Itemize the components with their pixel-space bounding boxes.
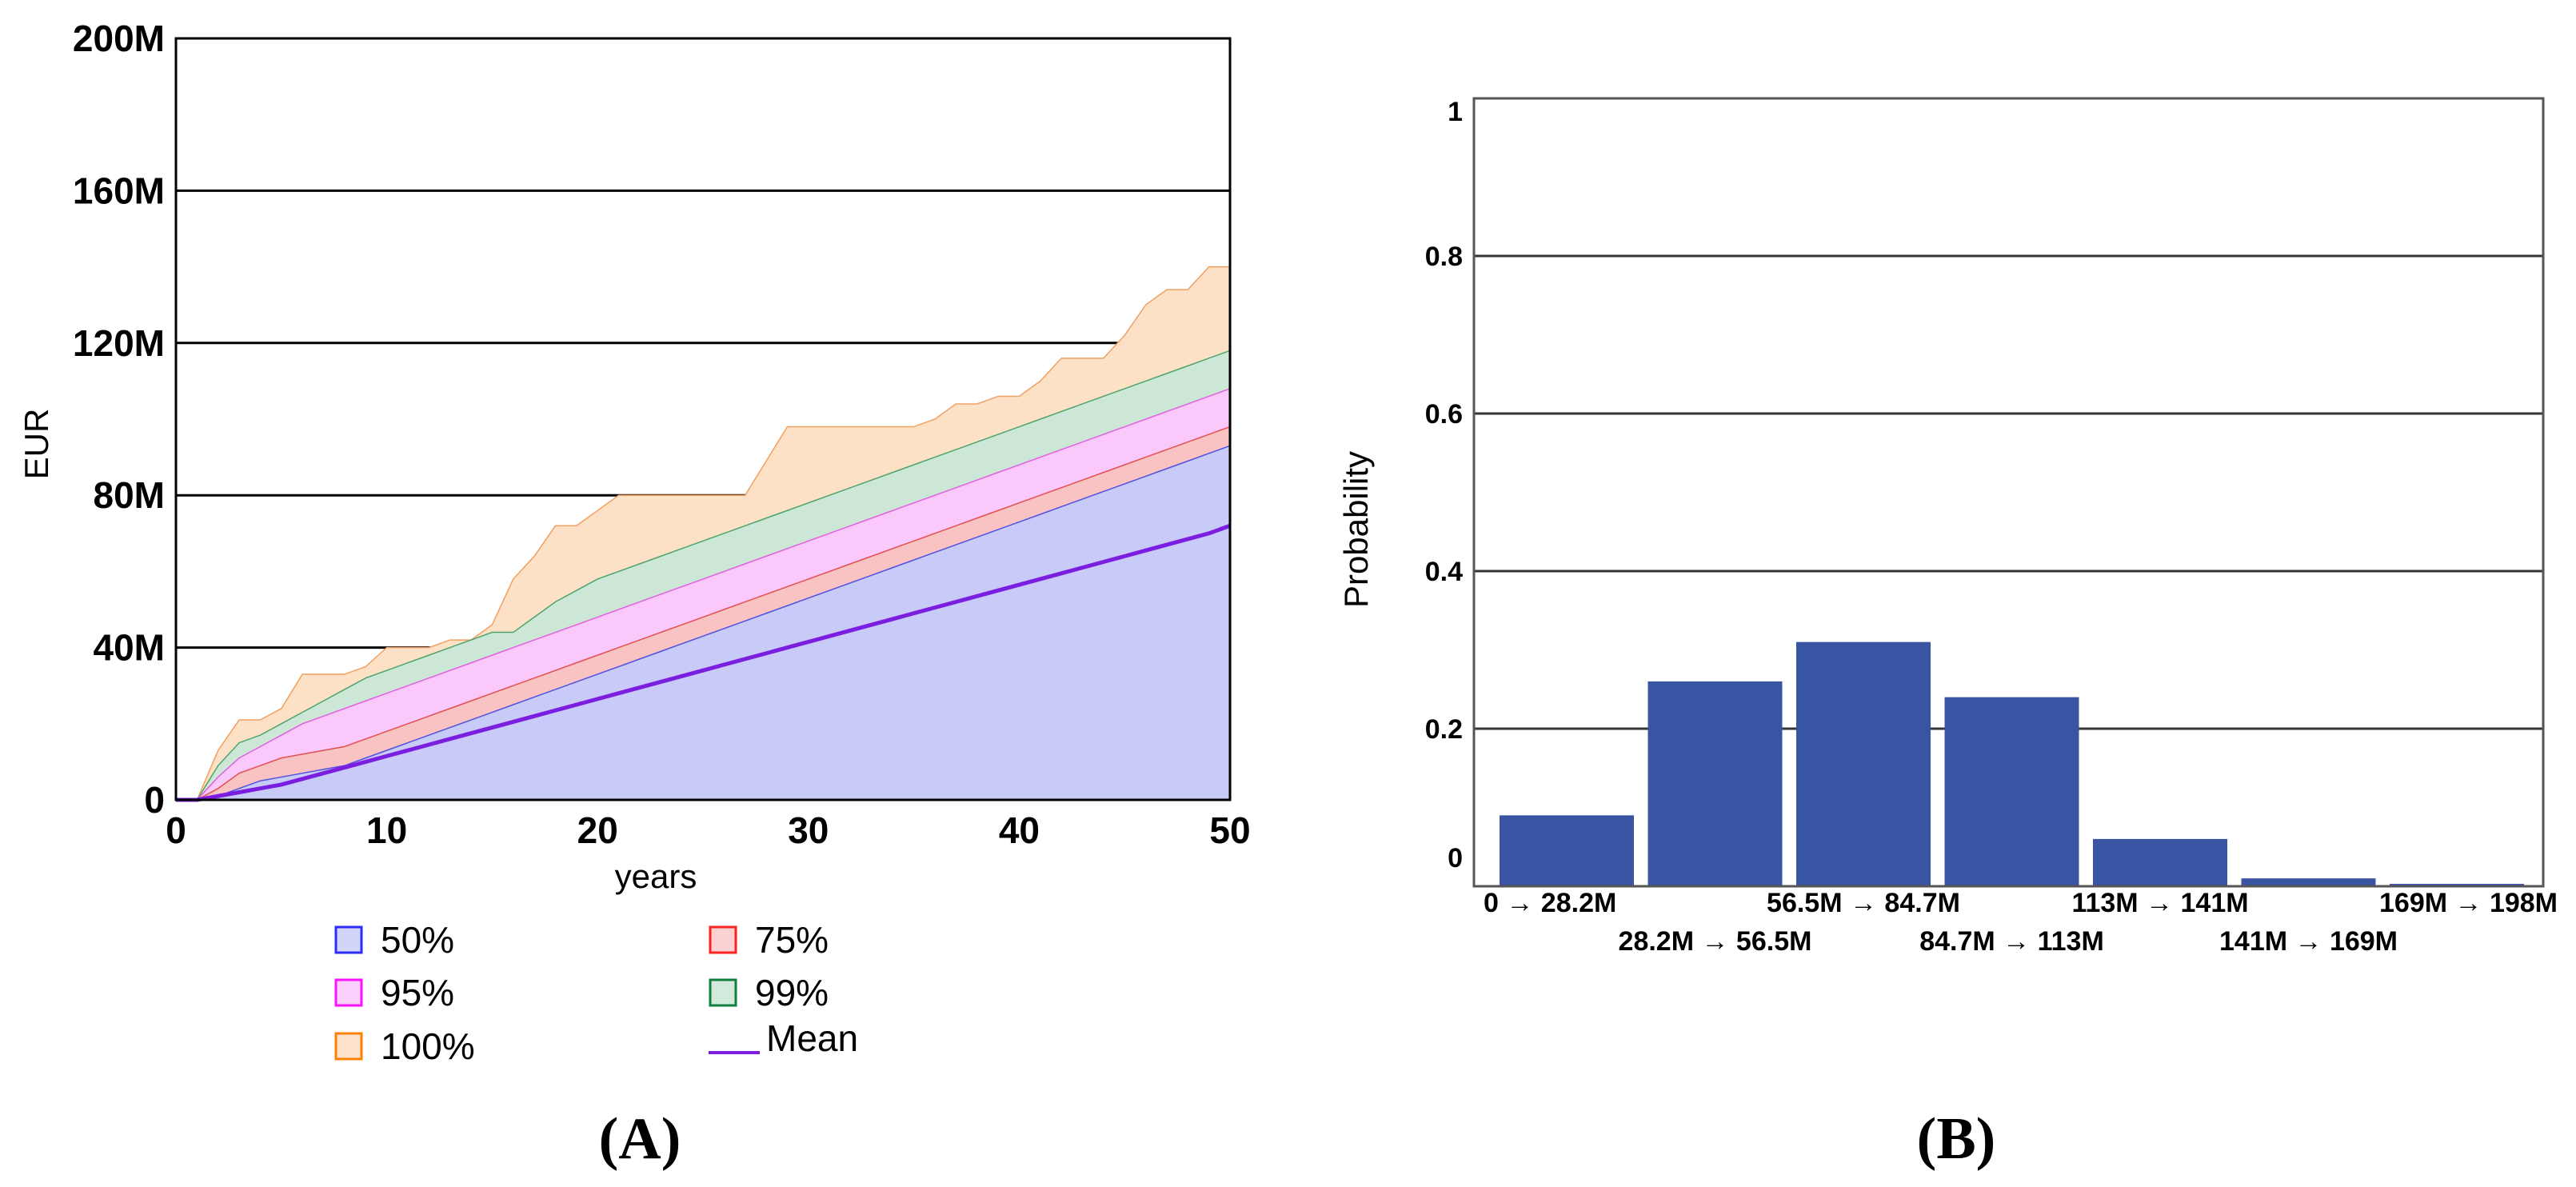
a-y-tick-label: 200M	[73, 18, 165, 59]
b-bars	[1500, 641, 2524, 886]
b-x-tick-label: 141M → 169M	[2219, 926, 2398, 957]
b-x-tick-label: 113M → 141M	[2071, 888, 2248, 918]
a-x-tick-label: 20	[577, 809, 618, 851]
a-y-tick-label: 80M	[94, 474, 165, 516]
a-y-tick-label: 120M	[73, 322, 165, 364]
a-x-ticks: 0 10 20 30 40 50	[166, 809, 1250, 851]
b-bar	[2241, 878, 2376, 886]
b-y-tick-label: 1	[1448, 97, 1463, 127]
mean-line	[176, 523, 1231, 802]
b-y-ticks: 0 0.2 0.4 0.6 0.8 1	[1425, 97, 1463, 873]
b-y-tick-label: 0.6	[1425, 399, 1463, 430]
b-bar	[1647, 681, 1783, 886]
panel-a-label: (A)	[599, 1106, 681, 1172]
b-gridlines	[1474, 254, 2543, 730]
a-y-axis-label: EUR	[18, 409, 55, 480]
a-x-axis-label: years	[615, 857, 697, 895]
b-bar	[2093, 838, 2227, 886]
b-x-tick-label: 0 → 28.2M	[1484, 888, 1616, 918]
legend-swatch	[334, 978, 363, 1007]
b-bar	[1796, 641, 1931, 886]
b-x-tick-label: 28.2M → 56.5M	[1619, 926, 1812, 957]
a-plot-frame	[174, 37, 1232, 801]
b-y-tick-label: 0.8	[1425, 242, 1463, 272]
b-y-tick-label: 0.2	[1425, 714, 1463, 745]
legend-swatch	[709, 978, 737, 1007]
a-bands	[176, 266, 1231, 801]
a-y-ticks: 0 40M 80M 120M 160M 200M	[73, 18, 165, 821]
legend-label: 100%	[381, 1025, 475, 1067]
legend-swatch	[709, 925, 737, 954]
a-y-tick-label: 0	[144, 779, 165, 821]
b-y-tick-label: 0	[1448, 843, 1463, 873]
b-bar	[1944, 697, 2079, 886]
chart-a: 0 40M 80M 120M 160M 200M 0 10 20 30 40 50 years EU…	[18, 18, 1251, 1172]
panel-b-label: (B)	[1917, 1106, 1996, 1172]
b-plot-frame	[1472, 97, 2545, 888]
legend-label: 95%	[381, 972, 454, 1013]
b-y-axis-label: Probability	[1337, 451, 1375, 608]
a-x-tick-label: 10	[366, 809, 407, 851]
b-x-tick-label: 56.5M → 84.7M	[1767, 888, 1960, 918]
a-x-tick-label: 0	[166, 809, 186, 851]
a-y-tick-label: 40M	[94, 627, 165, 669]
legend-label: 99%	[755, 972, 829, 1013]
b-x-tick-label: 169M → 198M	[2379, 888, 2558, 918]
b-x-tick-label: 84.7M → 113M	[1919, 926, 2104, 957]
legend-swatch	[334, 1032, 363, 1061]
a-x-tick-label: 40	[999, 809, 1040, 851]
b-y-tick-label: 0.4	[1425, 557, 1463, 587]
legend-label: 75%	[755, 919, 829, 961]
b-bar	[1500, 815, 1634, 886]
a-y-tick-label: 160M	[73, 170, 165, 211]
legend-label: 50%	[381, 919, 454, 961]
a-x-tick-label: 30	[788, 809, 829, 851]
legend-swatch	[334, 925, 363, 954]
a-legend: 50% 75% 95% 99% 100% Mean	[334, 919, 858, 1067]
a-x-tick-label: 50	[1209, 809, 1250, 851]
legend-label: Mean	[766, 1017, 858, 1059]
